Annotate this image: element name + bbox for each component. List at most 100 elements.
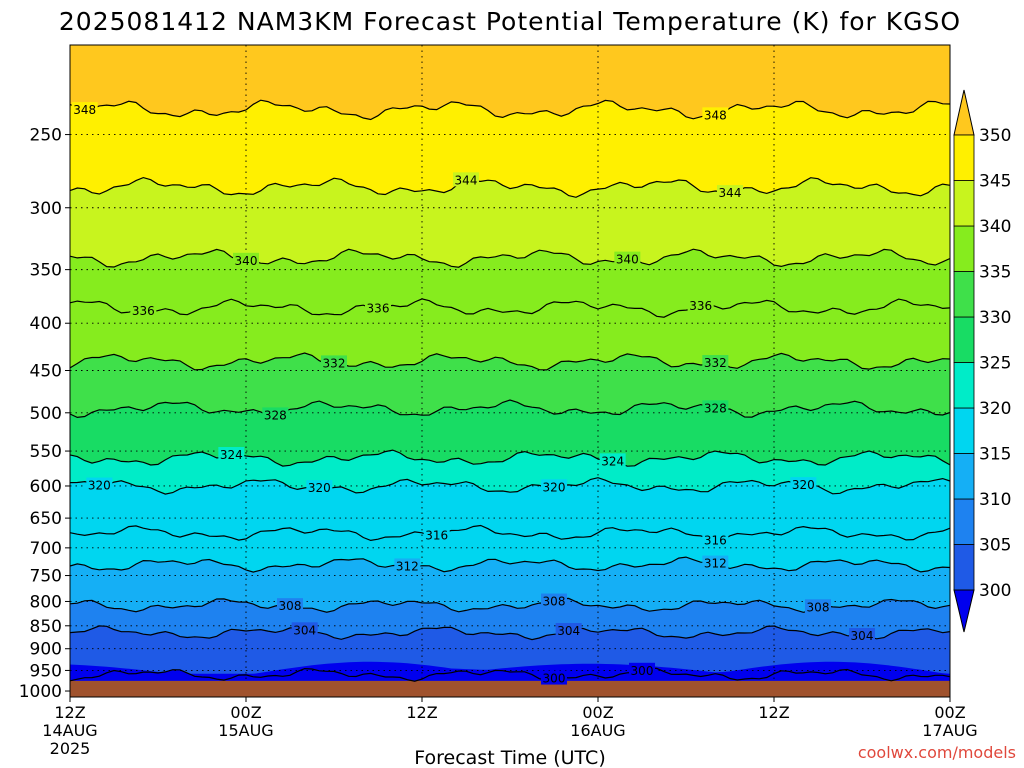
contour-label-336: 336 (367, 301, 390, 315)
y-tick-label-550: 550 (30, 442, 62, 462)
filled-contours (70, 45, 950, 698)
contour-label-bg (86, 477, 113, 492)
contour-line-340 (69, 248, 951, 268)
y-tick-label-300: 300 (30, 199, 62, 219)
contour-label-348: 348 (73, 103, 96, 117)
colorbar-segment-345 (953, 134, 975, 181)
contour-label-304: 304 (293, 623, 316, 637)
contour-line-328 (69, 399, 951, 419)
contour-label-308: 308 (543, 595, 566, 609)
x-tick-label: 12Z (758, 703, 789, 722)
contour-label-308: 308 (279, 599, 302, 613)
contour-label-bg (291, 622, 318, 637)
contour-label-bg (541, 593, 567, 608)
colorbar-label-305: 305 (979, 536, 1011, 556)
y-tick-label-700: 700 (30, 539, 62, 559)
contour-line-324 (69, 449, 951, 467)
contour-label-320: 320 (308, 481, 331, 495)
colorbar-segment-325 (953, 316, 975, 363)
x-tick-label: 12Z (54, 703, 85, 722)
contour-label-312: 312 (396, 559, 419, 573)
colorbar-label-320: 320 (979, 399, 1011, 419)
contour-label-bg (453, 172, 479, 187)
contour-line-336 (69, 298, 951, 318)
contour-label-bg (233, 252, 259, 267)
chart-title: 2025081412 NAM3KM Forecast Potential Tem… (59, 7, 961, 36)
colorbar-label-345: 345 (979, 172, 1011, 192)
contour-label-328: 328 (704, 401, 727, 415)
contour-label-320: 320 (543, 480, 566, 494)
contour-label-304: 304 (851, 629, 874, 643)
contour-label-344: 344 (719, 186, 742, 200)
contour-label-bg (541, 670, 567, 685)
colorbar-segment-300 (953, 544, 975, 591)
credit-url: coolwx.com/models (858, 743, 1016, 762)
contour-label-bg (321, 355, 347, 370)
x-tick-label: 2025 (50, 739, 91, 758)
x-tick-label: 12Z (406, 703, 437, 722)
colorbar-segment-305 (953, 498, 975, 545)
colorbar-extend-top (953, 89, 975, 136)
contour-label-332: 332 (323, 356, 346, 370)
colorbar-label-310: 310 (979, 490, 1011, 510)
y-tick-label-600: 600 (30, 477, 62, 497)
contour-label-bg (277, 598, 303, 613)
contour-label-bg (541, 479, 567, 494)
contour-label-324: 324 (220, 448, 243, 462)
contour-label-316: 316 (704, 534, 727, 548)
contour-label-bg (702, 532, 729, 547)
x-tick-label: 16AUG (570, 721, 625, 740)
contour-label-bg (306, 480, 333, 495)
y-tick-label-950: 950 (30, 661, 62, 681)
contour-label-340: 340 (616, 253, 639, 267)
colorbar-label-300: 300 (979, 581, 1011, 601)
contour-label-304: 304 (557, 624, 580, 638)
contour-line-332 (69, 352, 951, 371)
x-tick-label: 00Z (582, 703, 613, 722)
contour-label-300: 300 (631, 664, 654, 678)
contour-label-bg (365, 300, 391, 315)
colorbar-segment-330 (953, 271, 975, 318)
y-tick-label-850: 850 (30, 617, 62, 637)
y-tick-label-450: 450 (30, 362, 62, 382)
y-tick-label-250: 250 (30, 126, 62, 146)
contour-line-308 (69, 597, 951, 613)
x-tick-label: 14AUG (42, 721, 97, 740)
contour-label-bg (599, 453, 626, 468)
contour-label-340: 340 (235, 254, 258, 268)
contour-label-308: 308 (807, 600, 830, 614)
y-tick-label-350: 350 (30, 261, 62, 281)
colorbar-segment-340 (953, 180, 975, 227)
contour-label-bg (702, 400, 729, 415)
y-tick-label-750: 750 (30, 567, 62, 587)
contour-lines (69, 99, 951, 682)
contour-label-328: 328 (264, 408, 287, 422)
x-axis-title: Forecast Time (UTC) (414, 747, 605, 768)
contour-label-336: 336 (132, 304, 155, 318)
contour-label-332: 332 (704, 356, 727, 370)
contour-label-312: 312 (704, 557, 727, 571)
contour-label-316: 316 (425, 529, 448, 543)
contour-label-bg (702, 355, 729, 370)
contour-label-bg (790, 477, 817, 492)
contour-label-bg (130, 302, 157, 317)
ground-surface (70, 680, 950, 697)
y-tick-label-500: 500 (30, 404, 62, 424)
contour-label-bg (717, 185, 743, 200)
contour-label-bg (555, 622, 582, 637)
contour-labels: 300 300 304 304 304 308 308 308 312 312 316 316 320 3… (71, 102, 875, 686)
contour-label-bg (71, 102, 98, 117)
colorbar-label-335: 335 (979, 263, 1011, 283)
y-tick-label-800: 800 (30, 592, 62, 612)
contour-line-348 (69, 99, 951, 121)
contour-label-320: 320 (88, 479, 111, 493)
contour-label-336: 336 (689, 299, 712, 313)
contour-label-bg (394, 558, 421, 573)
y-tick-label-650: 650 (30, 509, 62, 529)
y-tick-label-900: 900 (30, 640, 62, 660)
contour-label-348: 348 (704, 108, 727, 122)
contour-label-344: 344 (455, 173, 478, 187)
colorbar-segment-335 (953, 225, 975, 272)
x-tick-label: 15AUG (218, 721, 273, 740)
